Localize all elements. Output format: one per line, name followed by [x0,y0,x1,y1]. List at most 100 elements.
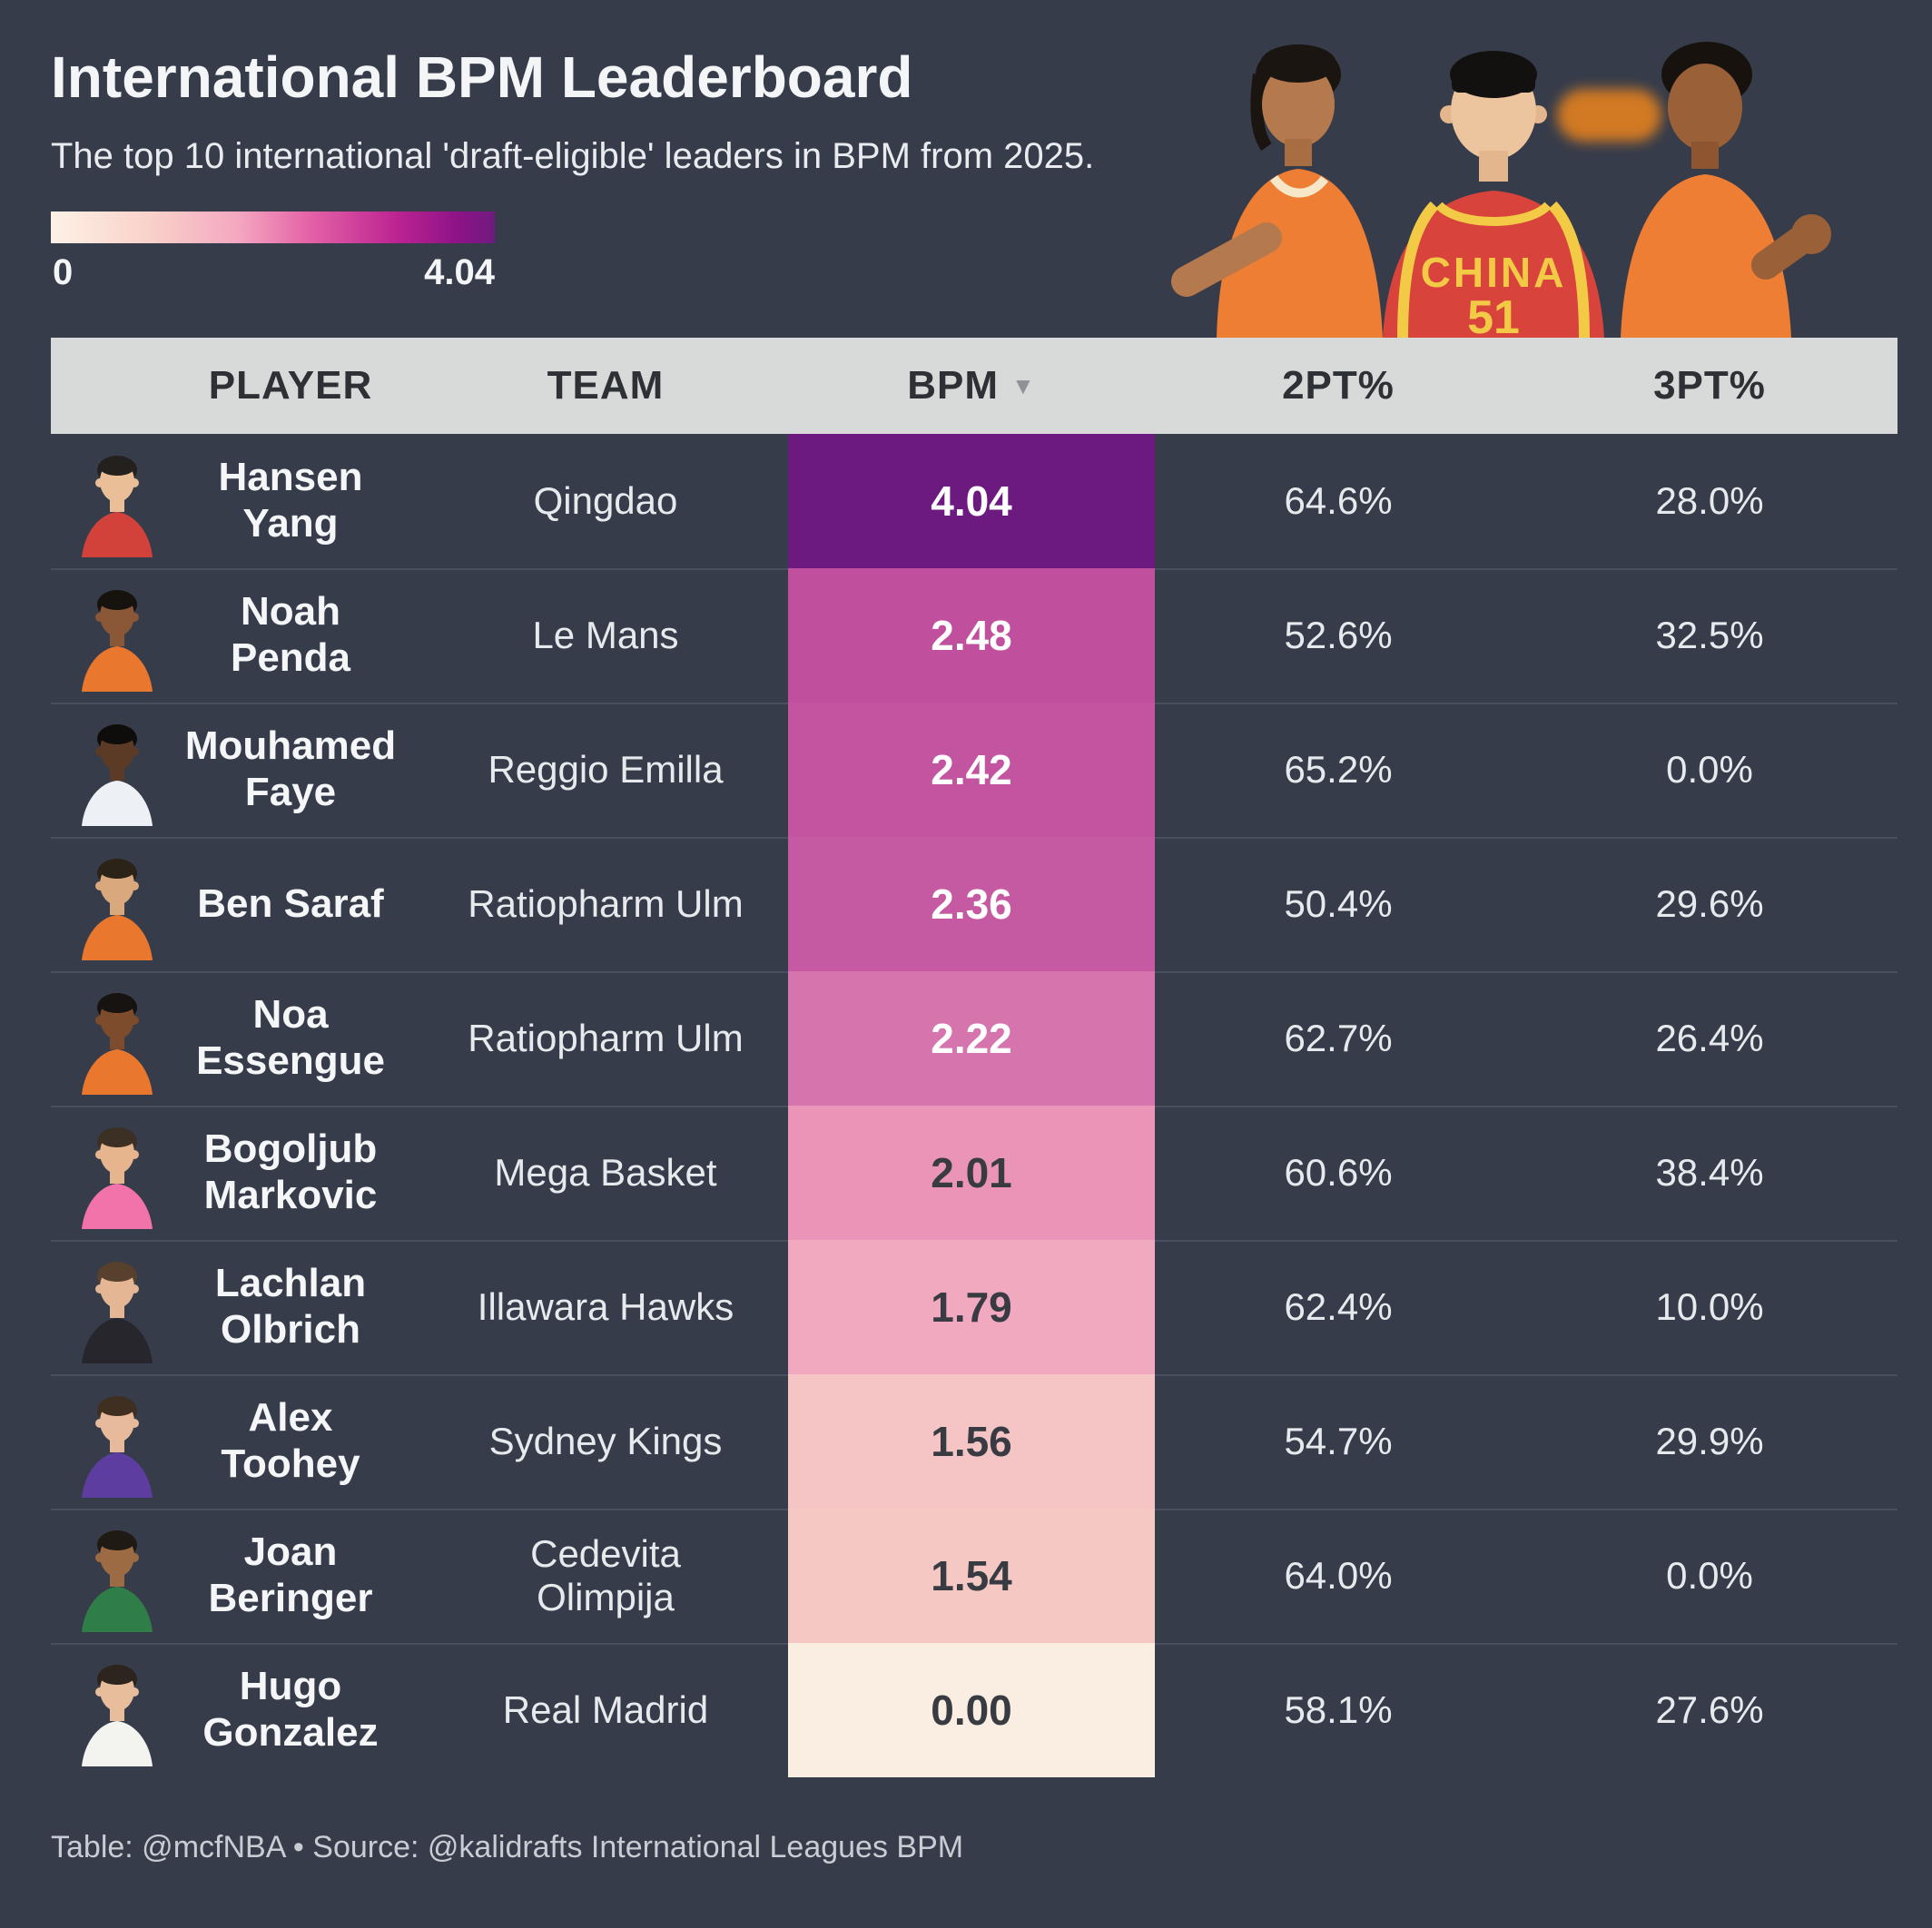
three-pt-value: 32.5% [1655,614,1764,656]
row-separator-right [1155,1240,1898,1242]
row-separator-left [51,1240,788,1242]
player-bust-icon [82,1396,153,1498]
row-separator-right [1155,971,1898,973]
table-row: Joan Beringer Cedevita Olimpija 1.54 64.… [0,1509,1932,1643]
column-header-3pt: 3PT% [1653,363,1766,408]
row-separator-right [1155,1509,1898,1510]
bpm-value: 1.56 [931,1418,1012,1465]
player-bust-icon [82,1262,153,1363]
hero-jersey-team-text: CHINA [1421,249,1567,296]
hero-player-center-icon: CHINA 51 [1383,51,1604,338]
column-header-bpm-label: BPM [907,363,1000,408]
player-bust-icon [82,1665,153,1766]
table-row: Mouhamed Faye Reggio Emilla 2.42 65.2% 0… [0,703,1932,837]
row-separator-left [51,568,788,570]
bpm-cell: 1.54 [788,1509,1155,1643]
column-header-player: PLAYER [208,363,373,408]
table-row: Bogoljub Markovic Mega Basket 2.01 60.6%… [0,1106,1932,1240]
table-row: Hugo Gonzalez Real Madrid 0.00 58.1% 27.… [0,1643,1932,1777]
team-name: Mega Basket [494,1150,717,1194]
table-row: Ben Saraf Ratiopharm Ulm 2.36 50.4% 29.6… [0,837,1932,971]
player-bust-icon [82,1127,153,1229]
player-name: Alex Toohey [221,1395,360,1486]
three-pt-value: 26.4% [1655,1017,1764,1059]
three-pt-value: 27.6% [1655,1688,1764,1731]
player-name: Noah Penda [230,589,351,680]
player-bust-icon [82,859,153,960]
bpm-value: 1.54 [931,1552,1012,1599]
team-name: Ratiopharm Ulm [468,1016,744,1059]
row-separator-right [1155,1106,1898,1107]
bpm-colorscale-bar [51,211,495,243]
bpm-cell: 1.79 [788,1240,1155,1374]
two-pt-value: 50.4% [1284,882,1393,925]
team-name: Ratiopharm Ulm [468,881,744,925]
bpm-cell: 4.04 [788,434,1155,568]
player-name: Joan Beringer [208,1530,373,1620]
table-row: Noah Penda Le Mans 2.48 52.6% 32.5% [0,568,1932,703]
two-pt-value: 64.0% [1284,1554,1393,1597]
player-avatar [76,982,158,1095]
two-pt-value: 54.7% [1284,1420,1393,1462]
credit-line: Table: @mcfNBA • Source: @kalidrafts Int… [51,1830,964,1864]
three-pt-value: 29.9% [1655,1420,1764,1462]
player-bust-icon [82,590,153,692]
sort-descending-icon: ▼ [1011,371,1036,399]
column-header-2pt: 2PT% [1282,363,1395,408]
bpm-cell: 1.56 [788,1374,1155,1509]
two-pt-value: 60.6% [1284,1151,1393,1194]
bpm-value: 2.22 [931,1015,1012,1062]
row-separator-right [1155,1374,1898,1376]
player-bust-icon [82,456,153,557]
player-name: Bogoljub Markovic [203,1126,378,1217]
player-name: Hugo Gonzalez [202,1664,379,1755]
player-avatar [76,713,158,826]
player-avatar [76,1251,158,1363]
two-pt-value: 52.6% [1284,614,1393,656]
bpm-value: 2.01 [931,1149,1012,1196]
player-bust-icon [82,993,153,1095]
two-pt-value: 62.4% [1284,1285,1393,1328]
team-name: Cedevita Olimpija [530,1531,681,1618]
team-name: Reggio Emilla [488,747,724,791]
player-avatar [76,1654,158,1766]
hero-player-right-icon [1621,42,1831,338]
three-pt-value: 0.0% [1666,1554,1753,1597]
team-name: Qingdao [533,478,678,522]
bpm-cell: 2.48 [788,568,1155,703]
colorscale-min-label: 0 [53,252,74,292]
two-pt-value: 62.7% [1284,1017,1393,1059]
three-pt-value: 0.0% [1666,748,1753,791]
table-header-row: PLAYER TEAM BPM ▼ 2PT% 3PT% [51,338,1898,434]
player-avatar [76,848,158,960]
two-pt-value: 65.2% [1284,748,1393,791]
team-name: Real Madrid [502,1687,709,1731]
row-separator-right [1155,568,1898,570]
bpm-cell: 2.36 [788,837,1155,971]
table-row: Hansen Yang Qingdao 4.04 64.6% 28.0% [0,434,1932,568]
colorscale-max-label: 4.04 [424,252,495,292]
bpm-value: 4.04 [931,477,1012,525]
player-name: Noa Essengue [196,992,385,1083]
hero-player-left-icon [1171,44,1383,338]
bpm-value: 1.79 [931,1284,1012,1331]
player-avatar [76,1116,158,1229]
row-separator-left [51,971,788,973]
bpm-cell: 2.42 [788,703,1155,837]
player-avatar [76,579,158,692]
three-pt-value: 10.0% [1655,1285,1764,1328]
team-name: Le Mans [532,613,679,656]
bpm-value: 2.42 [931,746,1012,793]
blurred-logo [1557,89,1661,142]
row-separator-left [51,1106,788,1107]
table-row: Noa Essengue Ratiopharm Ulm 2.22 62.7% 2… [0,971,1932,1106]
bpm-cell: 2.22 [788,971,1155,1106]
player-bust-icon [82,1530,153,1632]
column-header-bpm[interactable]: BPM ▼ [788,338,1155,434]
table-row: Alex Toohey Sydney Kings 1.56 54.7% 29.9… [0,1374,1932,1509]
bpm-cell: 2.01 [788,1106,1155,1240]
column-header-team: TEAM [547,363,665,408]
row-separator-right [1155,837,1898,839]
team-name: Sydney Kings [488,1419,723,1462]
